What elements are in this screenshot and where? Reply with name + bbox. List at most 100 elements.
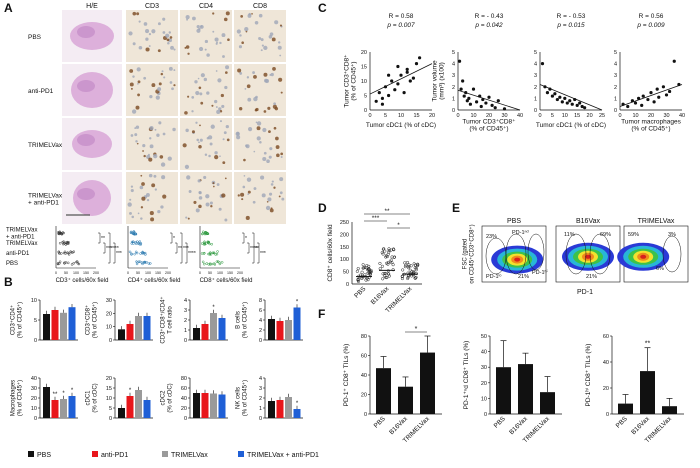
legend-swatch: [162, 451, 168, 457]
axis-label: CD4⁺ cells/60x field: [128, 277, 181, 284]
cell-dot: [127, 202, 132, 207]
sig-bracket: [108, 232, 111, 264]
data-point: [64, 252, 67, 255]
cell-dot: [149, 144, 154, 149]
tick-label: 0: [452, 108, 455, 114]
data-point: [363, 266, 367, 270]
tick-label: 10: [106, 325, 112, 331]
data-point: [400, 277, 404, 281]
tick-label: 40: [481, 350, 487, 356]
data-point: [356, 278, 360, 282]
cell-dot: [264, 79, 270, 84]
tick-label: 5: [452, 50, 455, 56]
tick-label: 4: [614, 62, 617, 68]
scatter-chart: 0 5 10 15 20 0 5 10 15 20 R = 0.58 p = 0.007 Tumor c…: [343, 13, 436, 129]
fit-line: [619, 84, 683, 107]
sig-stars: *: [62, 391, 65, 397]
data-point: [381, 277, 385, 281]
cell-dot: [263, 72, 268, 77]
data-point: [583, 106, 587, 110]
tick-label: 0: [456, 113, 459, 119]
bar: [51, 310, 59, 340]
cell-dot: [244, 26, 249, 32]
cell-dot: [271, 180, 274, 183]
cell-dot: [157, 49, 161, 53]
cell-dot: [199, 124, 201, 127]
cell-dot: [278, 77, 283, 82]
data-point: [405, 260, 410, 264]
legend-label: anti-PD1: [101, 452, 128, 459]
cell-dot: [160, 162, 166, 167]
bar: [618, 403, 633, 414]
cell-dot: [225, 124, 229, 129]
data-point: [56, 262, 60, 266]
cell-dot: [266, 200, 269, 203]
cell-dot: [280, 91, 283, 94]
legend-swatch: [238, 451, 244, 457]
sig-stars: ***: [372, 215, 380, 222]
cell-dot: [171, 87, 174, 91]
cell-dot: [158, 82, 162, 86]
cell-dot: [206, 136, 210, 140]
data-point: [400, 274, 404, 278]
cell-dot: [260, 175, 265, 180]
tick-label: 10: [361, 79, 367, 85]
ihc-image: [234, 172, 286, 224]
cell-dot: [140, 174, 143, 177]
data-point: [391, 268, 395, 272]
tick-label: 30: [31, 386, 37, 392]
data-point: [128, 250, 132, 254]
sig-stars: ***: [260, 251, 266, 257]
data-point: [418, 56, 422, 60]
bar: [43, 314, 50, 340]
data-point: [202, 230, 205, 234]
data-point: [361, 263, 365, 267]
tick-label: 0: [127, 271, 129, 275]
tick-label: 0: [364, 412, 367, 418]
cell-dot: [149, 95, 153, 99]
gate-label: PD-1ʰⁱ: [532, 268, 548, 276]
cell-dot: [243, 158, 246, 162]
legend: PBS anti-PD1 TRIMELVax TRIMELVax + anti-PD1: [28, 451, 319, 459]
bar: [201, 324, 209, 340]
data-point: [408, 268, 412, 272]
cell-dot: [270, 207, 273, 210]
group-label: TRIMELVax + anti-PD1: [6, 228, 37, 241]
data-point: [408, 79, 412, 83]
cell-dot: [199, 92, 203, 96]
data-point: [668, 89, 672, 94]
bar: [118, 408, 125, 418]
column-header: H/E: [86, 3, 98, 10]
scatter-chart: 0 10 20 30 40 0 1 2 3 4 5 R = 0.56 p = 0.009 Tumor ma…: [614, 13, 685, 133]
cell-dot: [154, 128, 157, 131]
sig-bracket: [185, 242, 188, 264]
cell-dot: [191, 130, 195, 134]
data-point: [70, 263, 74, 266]
tick-label: 0: [109, 416, 112, 422]
cell-dot: [217, 78, 222, 83]
cell-dot: [276, 153, 280, 158]
tick-label: 150: [83, 271, 89, 275]
data-point: [136, 261, 139, 264]
bar-chart: 0 10 20 30 40 50 PD-1⁺ⁿd CD8⁺ TILs (%) PBS B16Va…: [463, 334, 562, 445]
bar: [60, 312, 67, 340]
data-point: [672, 59, 676, 63]
cell-dot: [145, 37, 149, 41]
ihc-image: [126, 172, 178, 224]
fit-line: [369, 63, 433, 95]
data-point: [471, 87, 476, 91]
tick-label: 20: [481, 381, 487, 387]
tick-label: 20: [31, 396, 37, 402]
cell-dot: [263, 110, 267, 113]
data-point: [132, 230, 136, 233]
tick-label: 200: [340, 232, 349, 238]
bar-chart: 0 20 40 60 80 cDC2(% of cDC): [161, 376, 228, 422]
scatter-chart: 0 10 20 30 40 0 1 2 3 4 5 R = - 0.43 p = 0.042 Tumor …: [431, 13, 523, 133]
cell-dot: [226, 138, 230, 142]
column-header: CD4: [199, 3, 213, 10]
axis-label: Tumor cDC1 (% of cDC): [536, 122, 606, 129]
category-label: B16Vax: [388, 415, 409, 436]
gate-label: 59%: [628, 232, 639, 238]
cell-dot: [184, 111, 188, 115]
